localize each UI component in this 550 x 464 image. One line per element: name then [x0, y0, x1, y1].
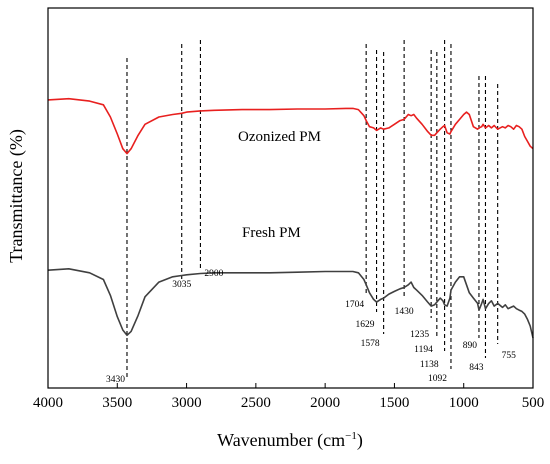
x-axis-ticks: 4000 3500 3000 2500 2000 1500 1000 500 — [33, 383, 544, 411]
peak-label-1629: 1629 — [356, 320, 375, 330]
x-tick-label: 4000 — [33, 395, 63, 411]
series-lines — [47, 97, 534, 339]
peak-label-3430: 3430 — [106, 375, 125, 385]
peak-label-1430: 1430 — [395, 307, 414, 317]
peak-label-1704: 1704 — [345, 300, 364, 310]
peak-label-843: 843 — [469, 363, 484, 373]
series-line-fresh — [47, 268, 534, 339]
x-tick-label: 3000 — [172, 395, 202, 411]
peak-label-755: 755 — [502, 351, 517, 361]
peak-label-2900: 2900 — [204, 269, 223, 279]
series-label-fresh: Fresh PM — [242, 225, 301, 241]
peak-label-1194: 1194 — [414, 345, 433, 355]
peak-label-1578: 1578 — [361, 339, 380, 349]
peak-label-1092: 1092 — [428, 374, 447, 384]
series-line-ozonized — [47, 97, 534, 155]
x-axis-title: Wavenumber (cm−1) — [217, 430, 363, 451]
x-tick-label: 3500 — [102, 395, 132, 411]
x-tick-label: 2000 — [310, 395, 340, 411]
peak-label-1138: 1138 — [420, 360, 439, 370]
peak-label-890: 890 — [463, 341, 478, 351]
x-tick-label: 1000 — [449, 395, 479, 411]
peak-marker-lines — [126, 40, 499, 380]
peak-labels: 3430 3035 2900 1704 1629 1578 1430 1235 1194 1138… — [106, 269, 516, 385]
x-tick-label: 1500 — [379, 395, 409, 411]
x-tick-label: 2500 — [241, 395, 271, 411]
y-axis-title: Transmittance (%) — [6, 129, 27, 263]
series-label-ozonized: Ozonized PM — [238, 129, 321, 145]
x-tick-label: 500 — [522, 395, 545, 411]
peak-label-3035: 3035 — [172, 280, 191, 290]
plot-frame — [47, 7, 534, 389]
peak-label-1235: 1235 — [410, 330, 429, 340]
